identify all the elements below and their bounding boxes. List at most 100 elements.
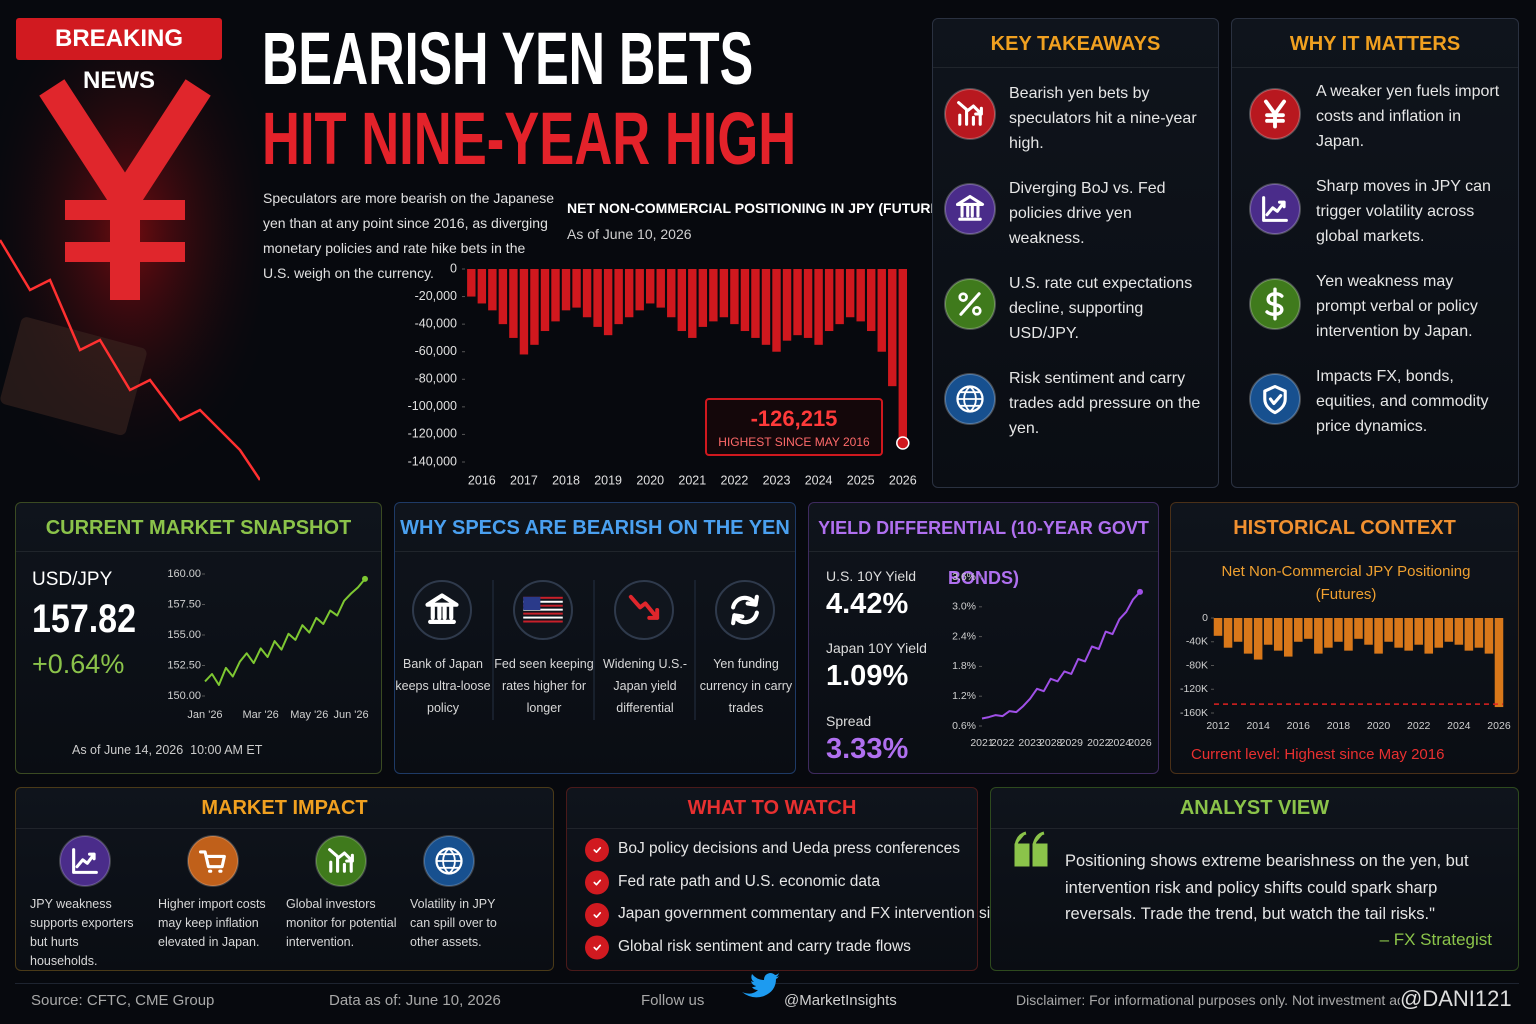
bar [888, 269, 897, 387]
highlight-point [896, 436, 910, 450]
yen-bars [65, 200, 185, 262]
x-tick-label: 2022 [721, 473, 749, 487]
intro: Speculators are more bearish on the Japa… [263, 190, 555, 281]
x-tick-label: 2023 [763, 473, 791, 487]
specs-panel: WHY SPECS ARE BEARISH ON THE YEN Bank of… [394, 502, 796, 774]
bar [824, 269, 834, 332]
bar [582, 269, 592, 318]
bar [698, 269, 708, 327]
bar [782, 269, 792, 341]
panel-title: HISTORICAL CONTEXT [1171, 503, 1518, 552]
bar [845, 269, 855, 318]
bar [624, 269, 634, 318]
bar [719, 269, 729, 318]
bar [772, 269, 781, 352]
panel-title: YIELD DIFFERENTIAL (10-YEAR GOVT BONDS) [809, 503, 1158, 588]
what-to-watch-panel: WHAT TO WATCH BoJ policy decisions and U… [566, 787, 1015, 971]
spec-text: Yen funding currency in carry trades [699, 657, 793, 715]
impact-text: JPY weakness supports exporters but hurt… [30, 897, 134, 968]
chart-title: Net Non-Commercial JPY Positioning (Futu… [1221, 563, 1471, 603]
bar [814, 269, 823, 345]
market-impact-panel: MARKET IMPACT JPY weakness supports expo… [15, 787, 554, 971]
spread-value: 3.33% [826, 733, 909, 765]
watch-item: Japan government commentary and FX inter… [618, 905, 1016, 922]
bar [603, 269, 613, 336]
impact-text: Global investors monitor for potential i… [286, 897, 397, 949]
jp-value: 1.09% [826, 660, 909, 692]
yield-panel: YIELD DIFFERENTIAL (10-YEAR GOVT BONDS) … [808, 502, 1159, 774]
spread-label: Spread [826, 713, 872, 729]
jp-label: Japan 10Y Yield [826, 640, 927, 656]
list-item: A weaker yen fuels import costs and infl… [1316, 83, 1500, 150]
data-as-of: Data as of: June 10, 2026 [329, 992, 501, 1009]
yen-symbol [39, 79, 211, 300]
yen-decoration [0, 60, 260, 490]
bar [614, 269, 623, 325]
trend-line [0, 239, 260, 481]
x-tick-label: 2021 [678, 473, 706, 487]
impact-text: Volatility in JPY can spill over to othe… [410, 897, 497, 949]
panel-title: KEY TAKEAWAYS [933, 19, 1218, 68]
bar [740, 269, 750, 332]
us-label: U.S. 10Y Yield [826, 568, 917, 584]
bar [761, 269, 771, 345]
bar [803, 269, 813, 338]
spec-text: Widening U.S.-Japan yield differential [602, 657, 688, 715]
y-tick-label: -80,000 [415, 372, 457, 386]
bar [572, 269, 581, 308]
bar [898, 269, 907, 443]
panel-title: WHY SPECS ARE BEARISH ON THE YEN [395, 503, 795, 552]
bar [751, 269, 760, 338]
key-takeaways-panel: KEY TAKEAWAYS Bearish yen bets by specul… [932, 18, 1219, 488]
spec-text: Fed seen keeping rates higher for longer [494, 657, 594, 715]
badge: BREAKING NEWS [16, 18, 222, 94]
bar [646, 269, 655, 304]
bar [856, 269, 865, 322]
bar [667, 269, 676, 318]
annotation-box: -126,215 HIGHEST SINCE MAY 2016 [705, 398, 883, 456]
bar [793, 269, 802, 336]
x-tick-label: 2016 [468, 473, 496, 487]
change: +0.64% [32, 649, 125, 679]
panel-title: CURRENT MARKET SNAPSHOT [16, 503, 381, 552]
note: As of June 14, 2026 10:00 AM ET [72, 743, 263, 757]
historical-panel: HISTORICAL CONTEXT Net Non-Commercial JP… [1170, 502, 1519, 774]
annotation-text: HIGHEST SINCE MAY 2016 [718, 435, 870, 449]
bar [877, 269, 886, 352]
x-tick-label: 2024 [805, 473, 833, 487]
panel-title: MARKET IMPACT [16, 788, 553, 829]
handle[interactable]: @MarketInsights [784, 992, 897, 1009]
disclaimer: Disclaimer: For informational purposes o… [1016, 992, 1434, 1008]
y-tick-label: -60,000 [415, 344, 457, 358]
bar [730, 269, 739, 325]
x-tick-label: 2017 [510, 473, 538, 487]
main-chart-title: NET NON-COMMERCIAL POSITIONING IN JPY (F… [567, 200, 954, 216]
watermark: @DANI121 [1400, 986, 1512, 1012]
watch-item: Fed rate path and U.S. economic data [618, 872, 880, 890]
watch-item: BoJ policy decisions and Ueda press conf… [618, 840, 961, 857]
source: Source: CFTC, CME Group [31, 992, 215, 1009]
bar [688, 269, 697, 338]
annotation-value: -126,215 [750, 406, 838, 431]
banknote [0, 317, 147, 436]
pair: USD/JPY [32, 569, 113, 590]
why-it-matters-panel: WHY IT MATTERS A weaker yen fuels import… [1231, 18, 1519, 488]
spec-text: Bank of Japan keeps ultra-loose policy [395, 657, 491, 715]
x-tick-label: 2026 [889, 473, 917, 487]
follow: Follow us [641, 992, 705, 1009]
panel-title: ANALYST VIEW [991, 788, 1518, 829]
bar [593, 269, 602, 327]
title-line2: HIT NINE-YEAR HIGH [262, 97, 797, 180]
list-item: Sharp moves in JPY can trigger volatilit… [1316, 178, 1491, 245]
list-item: Yen weakness may prompt verbal or policy… [1316, 273, 1478, 340]
list-item: Impacts FX, bonds, equities, and commodi… [1316, 368, 1489, 435]
bar [677, 269, 686, 332]
list-item: Risk sentiment and carry trades add pres… [1009, 370, 1201, 437]
y-tick-label: -20,000 [415, 289, 457, 303]
attribution: – FX Strategist [1379, 930, 1492, 949]
main-chart-subtitle: As of June 10, 2026 [567, 226, 692, 242]
snapshot-panel: CURRENT MARKET SNAPSHOT USD/JPY 157.82 +… [15, 502, 382, 774]
note: Current level: Highest since May 2016 [1191, 746, 1445, 763]
bar [867, 269, 876, 332]
